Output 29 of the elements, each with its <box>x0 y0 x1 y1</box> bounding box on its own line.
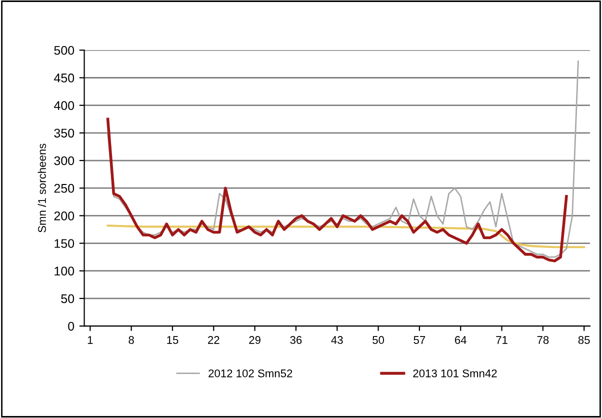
y-tick-label: 200 <box>54 211 74 220</box>
legend-label: 2012 102 Smn52 <box>208 369 292 378</box>
x-tick-label: 85 <box>578 336 590 344</box>
x-tick-label: 15 <box>167 336 178 344</box>
y-tick-label: 250 <box>54 184 74 193</box>
x-tick-label: 71 <box>496 336 508 344</box>
y-tick-label: 150 <box>54 239 74 248</box>
x-tick-label: 1 <box>88 336 93 344</box>
x-tick-label: 50 <box>372 336 384 344</box>
y-tick-label: 450 <box>54 74 74 82</box>
line-series <box>106 118 568 262</box>
x-tick-label: 78 <box>537 336 549 344</box>
x-tick-label: 29 <box>249 336 260 344</box>
y-axis-title: Smn /1 sorcheens <box>38 144 46 232</box>
y-tick-label: 0 <box>68 322 74 331</box>
y-tick-label: 350 <box>54 128 74 138</box>
legend-label: 2013 101 Smn42 <box>413 369 497 378</box>
y-tick-label: 50 <box>61 294 74 304</box>
x-tick-label: 43 <box>331 336 343 344</box>
y-tick-label: 100 <box>54 266 74 276</box>
line-series <box>106 224 586 248</box>
y-tick-label: 500 <box>54 46 74 55</box>
x-tick-label: 36 <box>290 336 302 344</box>
x-tick-label: 8 <box>128 336 134 344</box>
x-tick-label: 57 <box>414 336 426 344</box>
x-tick-label: 22 <box>208 336 220 344</box>
y-tick-label: 400 <box>54 101 74 110</box>
y-tick-label: 300 <box>54 156 74 166</box>
x-tick-label: 64 <box>454 336 466 344</box>
